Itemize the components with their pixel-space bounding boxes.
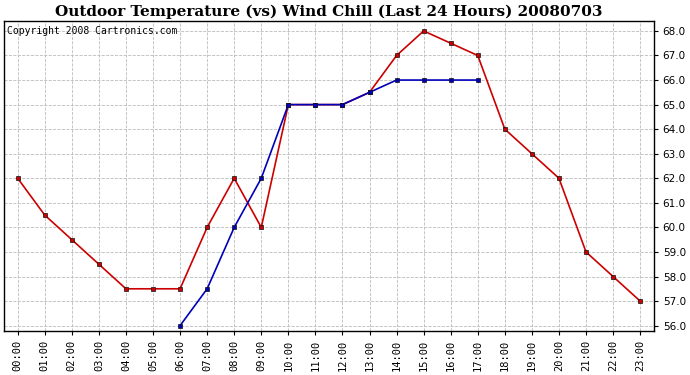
Title: Outdoor Temperature (vs) Wind Chill (Last 24 Hours) 20080703: Outdoor Temperature (vs) Wind Chill (Las… <box>55 4 602 18</box>
Text: Copyright 2008 Cartronics.com: Copyright 2008 Cartronics.com <box>8 26 178 36</box>
